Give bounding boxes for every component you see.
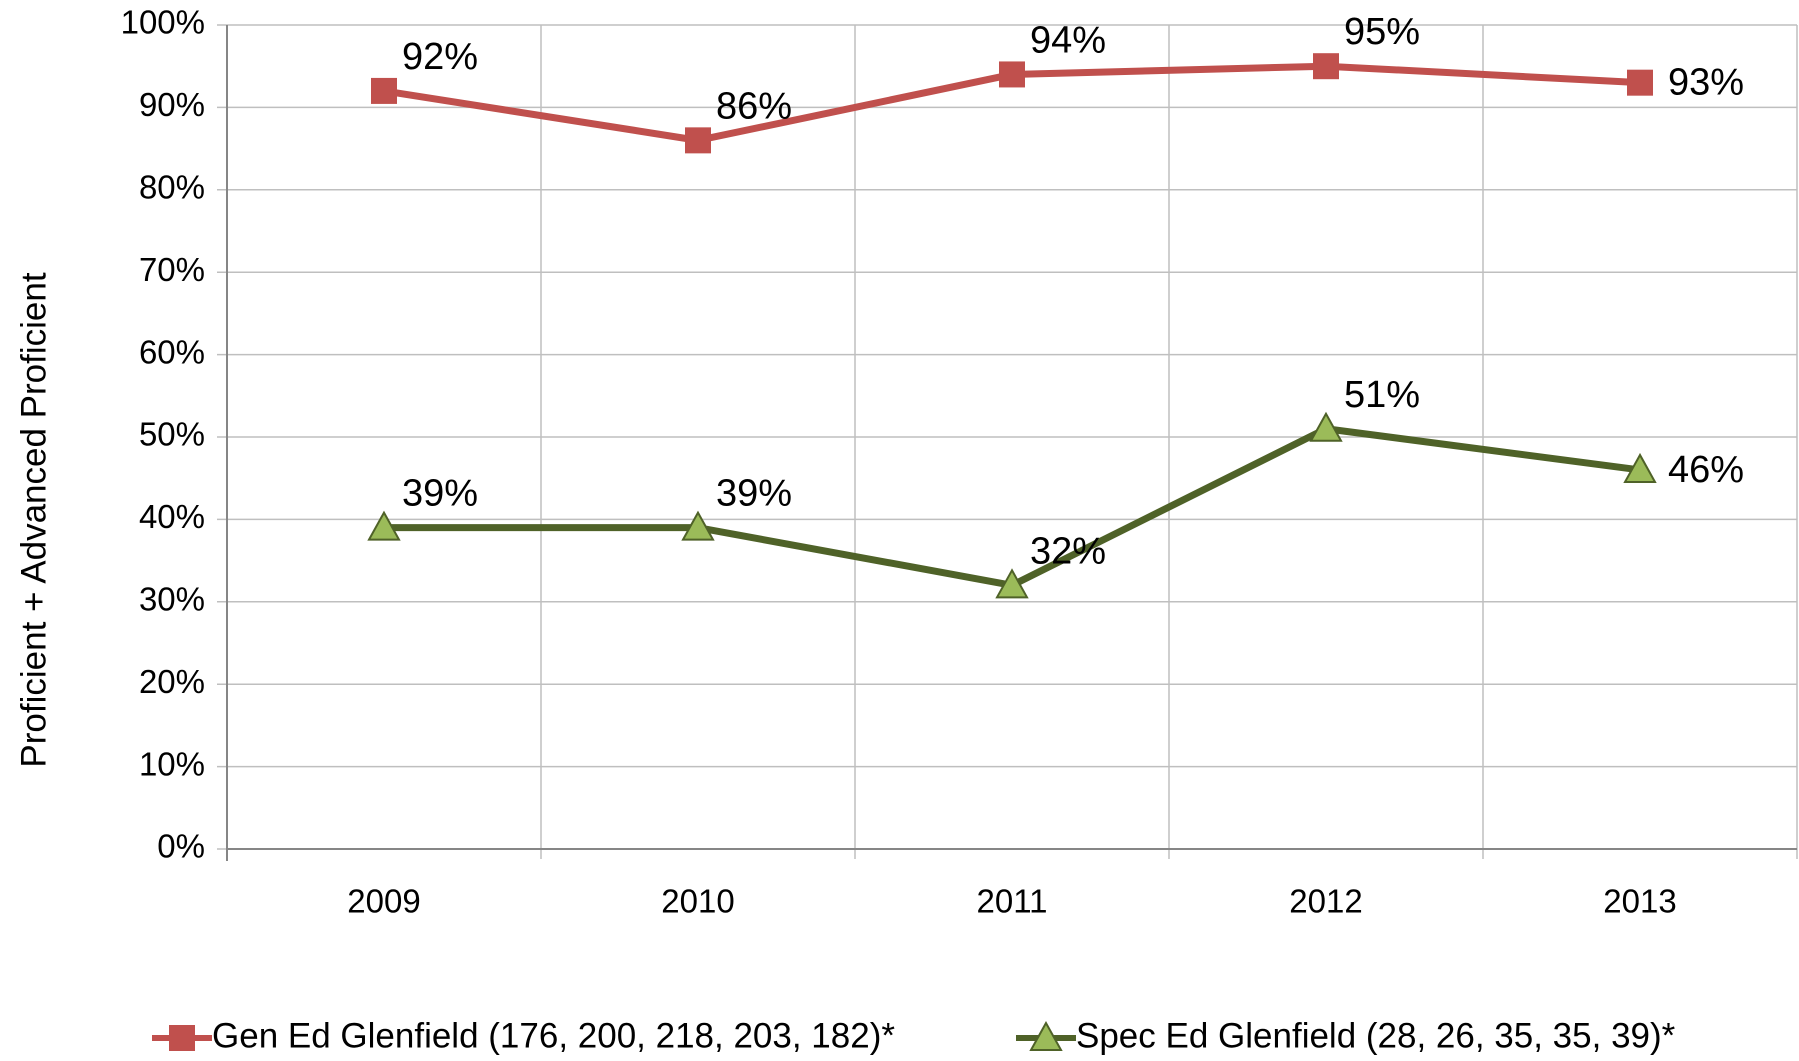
y-tick-label: 0% [157, 828, 205, 865]
x-tick-label: 2010 [661, 883, 734, 920]
data-point [685, 127, 711, 154]
data-point [681, 510, 715, 541]
x-tick-label: 2009 [347, 883, 420, 920]
legend-label: Spec Ed Glenfield (28, 26, 35, 35, 39)* [1076, 1016, 1676, 1055]
y-tick-label: 100% [121, 4, 205, 41]
y-tick-label: 30% [139, 581, 205, 618]
data-point [999, 61, 1025, 88]
y-tick-label: 50% [139, 416, 205, 453]
y-tick-label: 90% [139, 86, 205, 123]
data-label: 39% [716, 473, 792, 515]
data-point [1313, 53, 1339, 80]
y-tick-label: 70% [139, 251, 205, 288]
data-label: 95% [1344, 11, 1420, 53]
series: 92% 86% 94% 95% 93% [371, 11, 1744, 154]
y-axis-label: Proficient + Advanced Proficient [14, 272, 53, 767]
data-label: 93% [1668, 62, 1744, 104]
x-tick-label: 2012 [1289, 883, 1362, 920]
data-label: 46% [1668, 449, 1744, 491]
data-point [1309, 411, 1343, 442]
legend-label: Gen Ed Glenfield (176, 200, 218, 203, 18… [212, 1016, 895, 1055]
series-line [384, 425, 1641, 589]
y-tick-label: 40% [139, 498, 205, 535]
y-tick-label: 10% [139, 745, 205, 782]
data-label: 51% [1344, 374, 1420, 416]
data-point [1627, 69, 1653, 96]
y-tick-label: 60% [139, 333, 205, 370]
x-tick-label: 2013 [1603, 883, 1676, 920]
data-point [367, 510, 401, 541]
legend-marker [169, 1025, 195, 1051]
y-tick-label: 20% [139, 663, 205, 700]
series: 39% 39% 32% 51% 46% [367, 374, 1744, 599]
data-point [995, 568, 1029, 599]
data-point [371, 77, 397, 104]
data-label: 39% [402, 473, 478, 515]
data-label: 86% [716, 85, 792, 127]
data-point [1623, 452, 1657, 483]
data-label: 94% [1030, 19, 1106, 61]
y-tick-label: 80% [139, 169, 205, 206]
legend-marker [1029, 1020, 1063, 1051]
data-label: 92% [402, 36, 478, 78]
data-label: 32% [1030, 530, 1106, 572]
x-tick-label: 2011 [977, 883, 1048, 920]
